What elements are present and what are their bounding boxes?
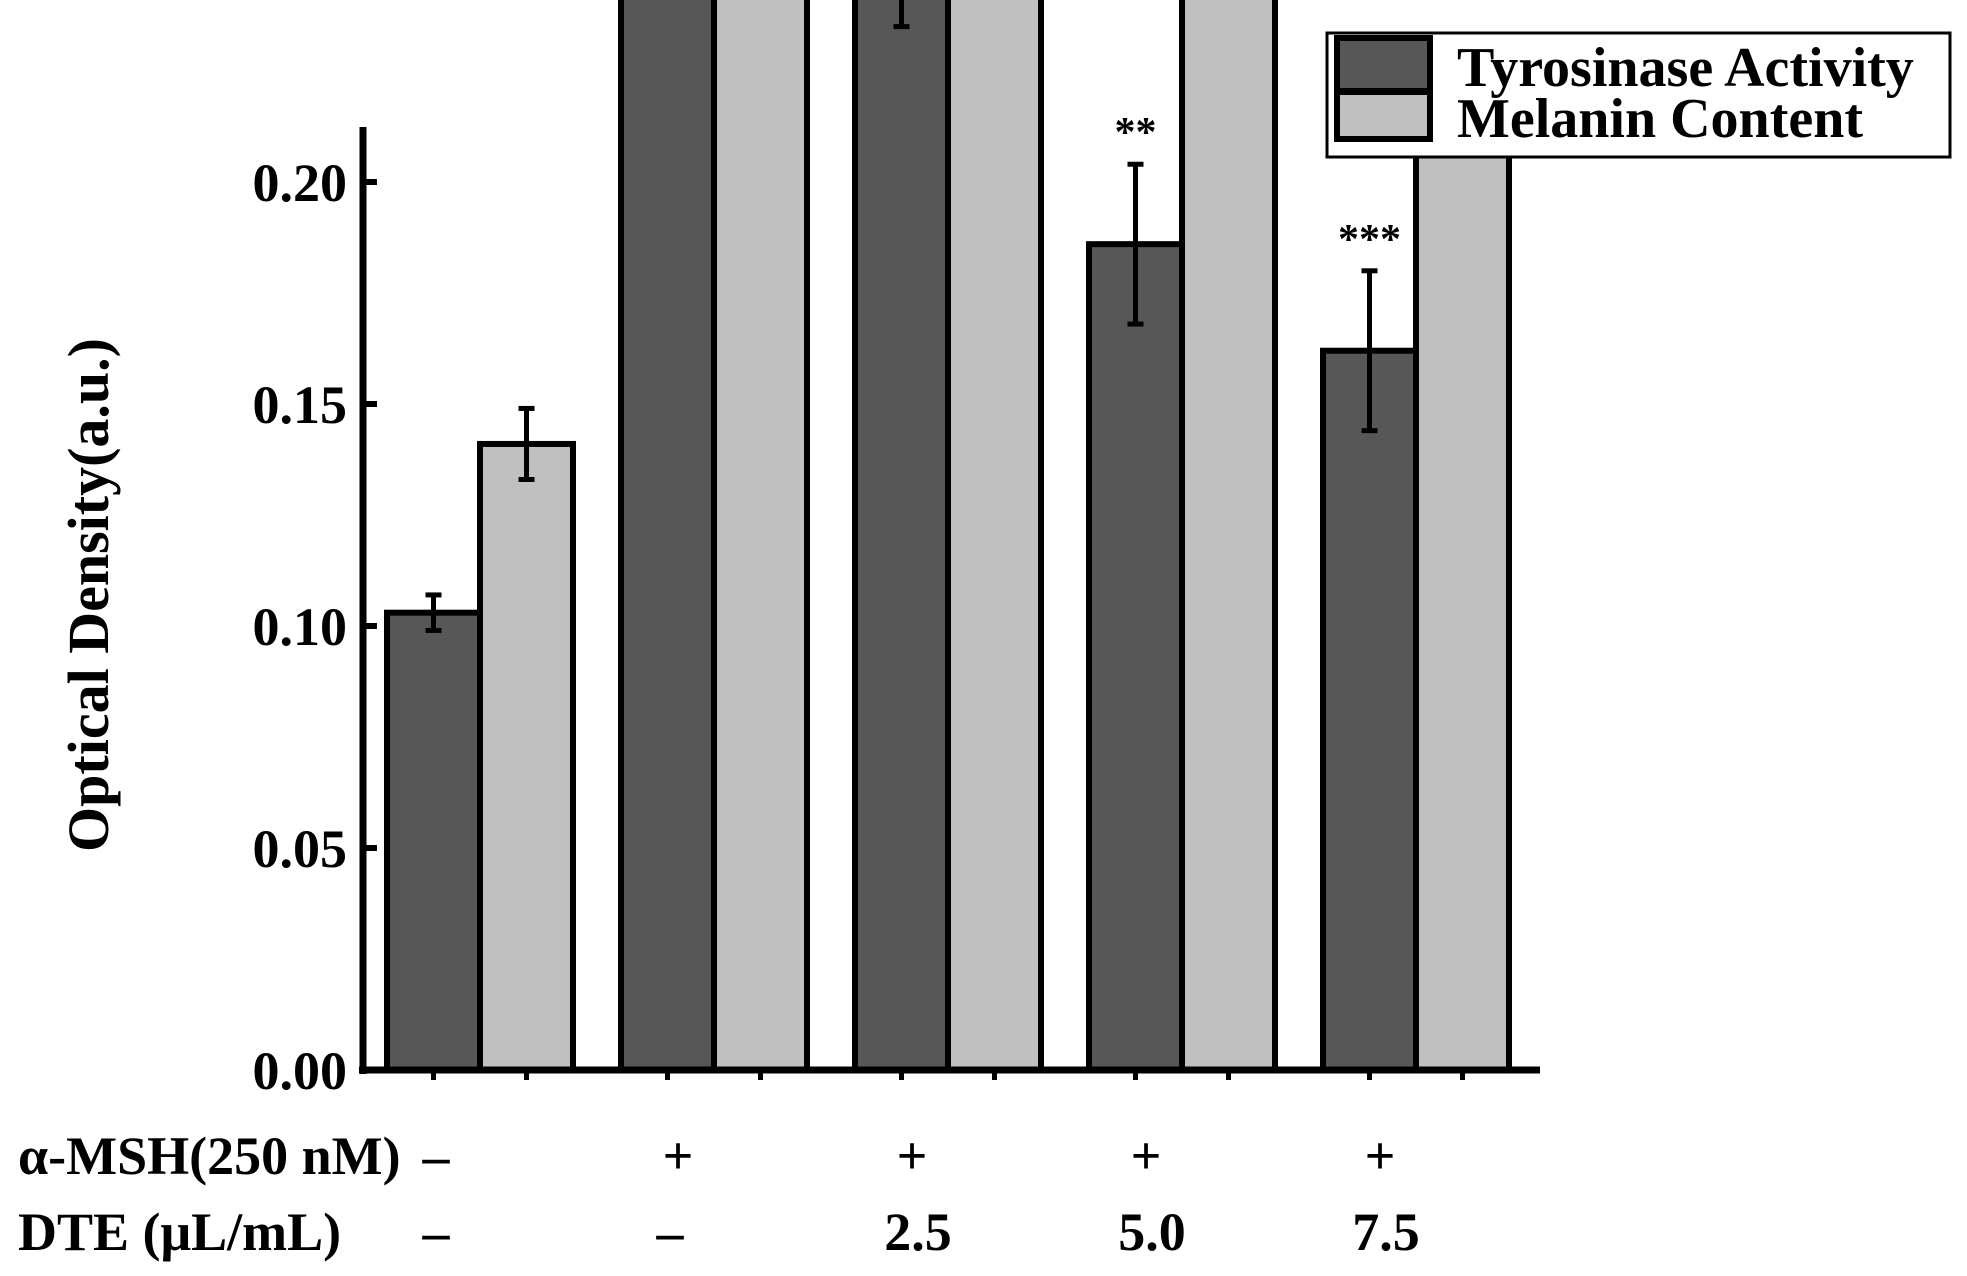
bar-melanin-content-5 xyxy=(1413,121,1512,1073)
legend: Tyrosinase Activity Melanin Content xyxy=(1325,31,1952,159)
y-tick-label: 0.15 xyxy=(253,375,348,435)
legend-swatch-tyrosinase-activity xyxy=(1334,35,1433,94)
condition-value: + xyxy=(1365,1126,1396,1186)
y-tick-label: 0.10 xyxy=(253,597,348,657)
condition-value: – xyxy=(656,1202,685,1262)
legend-swatch-melanin-content xyxy=(1334,89,1433,142)
y-tick-label: 0.00 xyxy=(253,1041,348,1101)
y-tick-labels-layer: 0.000.050.100.150.200.250.300.350.40 xyxy=(253,153,348,1101)
error-bar-tyrosinase-activity-4 xyxy=(1127,161,1144,327)
condition-value: – xyxy=(422,1126,451,1186)
error-bar-tyrosinase-activity-5 xyxy=(1361,268,1378,434)
bar-tyrosinase-activity-5 xyxy=(1320,347,1419,1074)
condition-value: 2.5 xyxy=(884,1202,952,1262)
condition-value: + xyxy=(1131,1126,1162,1186)
bar-tyrosinase-activity-2 xyxy=(618,0,717,1073)
bar-tyrosinase-activity-3 xyxy=(852,0,951,1074)
bar-tyrosinase-activity-1 xyxy=(384,609,483,1073)
legend-label-melanin-content: Melanin Content xyxy=(1457,88,1863,150)
condition-value: + xyxy=(897,1126,928,1186)
condition-value: 7.5 xyxy=(1352,1202,1420,1262)
bar-tyrosinase-activity-4 xyxy=(1086,241,1185,1074)
bar-melanin-content-1 xyxy=(477,440,576,1073)
condition-value: – xyxy=(422,1202,451,1262)
y-tick-label: 0.05 xyxy=(253,819,348,879)
significance-label-tyrosinase-activity-5: *** xyxy=(1338,217,1401,263)
condition-value: + xyxy=(663,1126,694,1186)
condition-value: 5.0 xyxy=(1118,1202,1186,1262)
bars-layer xyxy=(384,0,1512,1074)
condition-row-label: DTE (μL/mL) xyxy=(18,1202,341,1262)
condition-table: α-MSH(250 nM) – + + + +DTE (μL/mL) – –2.5 5.0 7.5 xyxy=(18,1126,1420,1262)
condition-row-label: α-MSH(250 nM) xyxy=(18,1126,401,1186)
bar-melanin-content-3 xyxy=(945,0,1044,1073)
error-bar-tyrosinase-activity-1 xyxy=(425,592,442,633)
bar-melanin-content-2 xyxy=(711,0,810,1073)
y-tick-label: 0.20 xyxy=(253,153,348,213)
error-bar-tyrosinase-activity-3 xyxy=(893,0,910,30)
bar-melanin-content-4 xyxy=(1179,0,1278,1073)
legend-label-tyrosinase-activity: Tyrosinase Activity xyxy=(1457,37,1914,99)
error-bar-melanin-content-1 xyxy=(518,405,535,482)
y-axis-title: Optical Density(a.u.) xyxy=(56,338,121,852)
axes-layer xyxy=(359,127,1540,1080)
significance-label-tyrosinase-activity-4: ** xyxy=(1115,110,1157,156)
